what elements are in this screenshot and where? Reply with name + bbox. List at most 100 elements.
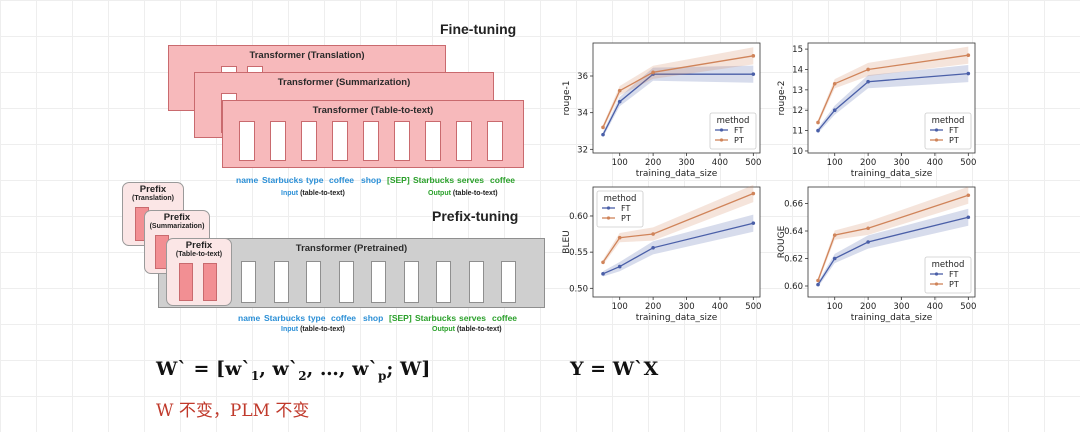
x-tick-label: 400 (712, 302, 728, 312)
x-tick-label: 400 (927, 158, 943, 168)
x-tick-label: 300 (678, 158, 694, 168)
series-line-pt (817, 54, 969, 123)
legend-label-pt: PT (949, 136, 959, 145)
legend-marker-ft (606, 206, 611, 210)
data-point-pt (832, 81, 837, 86)
legend-title: method (717, 116, 750, 126)
x-tick-label: 400 (927, 302, 943, 312)
legend-label-ft: FT (621, 204, 630, 213)
y-axis-label: rouge-1 (562, 81, 572, 116)
prefix-translation-task: (Translation) (131, 195, 174, 202)
chart-bleu: 100 200 300 400 500 0.50 0.55 0.60 training_data… (562, 184, 761, 323)
y-tick-label: 0.66 (784, 200, 803, 210)
output-token: serves (459, 313, 486, 323)
y-tick-label: 36 (577, 72, 588, 82)
pretrained-cell (436, 261, 451, 303)
chart-rouge-1: 100 200 300 400 500 32 34 36 training_data_size r… (562, 42, 761, 179)
output-token: [SEP] (389, 313, 412, 323)
output-token: coffee (492, 313, 518, 323)
data-point-pt (617, 235, 622, 240)
prefix-table-to-text-cell (179, 263, 193, 301)
data-point-pt (601, 125, 605, 130)
data-point-pt (866, 226, 870, 231)
legend-marker-pt (606, 216, 611, 220)
confidence-band-ft (603, 65, 754, 138)
data-point-pt (966, 193, 971, 198)
frozen-note: W 不变，PLM 不变 (156, 401, 310, 421)
prefix-summarization-task: (Summarization) (149, 223, 205, 230)
series-line-ft (602, 73, 754, 135)
output-token: Starbucks (413, 175, 455, 185)
legend-label-pt: PT (734, 136, 744, 145)
data-point-pt (816, 278, 820, 283)
finetune-input-caption: Input (table-to-text) (281, 190, 345, 197)
x-axis-label: training_data_size (636, 313, 718, 323)
pretrained-cell (338, 261, 354, 303)
x-axis-label: training_data_size (636, 169, 718, 179)
data-point-ft (617, 99, 622, 104)
input-token: coffee (331, 313, 357, 323)
output-token: coffee (490, 175, 516, 185)
data-point-ft (751, 221, 756, 225)
prefix-input-caption: Input (table-to-text) (281, 326, 345, 333)
pretrained-cell (403, 261, 419, 303)
legend-label-ft: FT (949, 126, 958, 135)
data-point-ft (966, 215, 971, 220)
x-tick-label: 300 (893, 158, 909, 168)
transformer-pretrained-label: Transformer (Pretrained) (295, 243, 408, 254)
confidence-band-ft (603, 214, 754, 277)
input-token: Starbucks (264, 313, 306, 323)
x-axis-label: training_data_size (851, 313, 933, 323)
y-tick-label: 0.62 (784, 255, 803, 265)
data-point-ft (866, 240, 870, 244)
legend-marker-ft (719, 128, 724, 132)
y-tick-label: 0.55 (569, 248, 588, 258)
output-token: serves (457, 175, 484, 185)
input-token: coffee (329, 175, 355, 185)
y-tick-label: 10 (792, 147, 803, 157)
legend-label-pt: PT (949, 280, 959, 289)
series-line-pt (602, 192, 754, 263)
legend-title: method (932, 116, 965, 126)
data-point-ft (816, 128, 820, 133)
y-axis-label: rouge-2 (777, 81, 787, 116)
prefix-table-to-text-title: Prefix (185, 240, 213, 251)
data-point-ft (866, 79, 870, 84)
x-tick-label: 500 (960, 302, 976, 312)
y-tick-label: 14 (792, 65, 803, 75)
confidence-band-pt (818, 186, 969, 284)
y-tick-label: 11 (792, 127, 803, 137)
data-point-ft (966, 71, 971, 76)
data-point-ft (816, 282, 820, 287)
data-point-ft (601, 132, 605, 137)
x-tick-label: 100 (612, 302, 628, 312)
table-to-text-cell (425, 121, 441, 161)
legend-marker-pt (934, 138, 939, 142)
y-tick-label: 0.50 (569, 284, 588, 294)
transformer-summarization-label: Transformer (Summarization) (277, 77, 411, 88)
w-prime-formula: W` = [w`1, w`2, …, w`p; W] (156, 358, 431, 383)
x-tick-label: 500 (960, 158, 976, 168)
confidence-band-ft (818, 65, 969, 134)
data-point-pt (617, 88, 622, 93)
input-token: name (238, 313, 261, 323)
chart-rouge: 100 200 300 400 500 0.60 0.62 0.64 0.66 training_… (777, 186, 976, 323)
table-to-text-cell (394, 121, 410, 161)
data-point-pt (751, 54, 756, 58)
pretrained-cell (273, 261, 289, 303)
pretrained-cell (371, 261, 386, 303)
pretrained-cell (468, 261, 484, 303)
y-tick-label: 34 (577, 109, 588, 119)
input-token: type (306, 175, 324, 185)
data-point-pt (816, 120, 820, 125)
confidence-band-ft (818, 208, 969, 288)
finetuning-title: Fine-tuning (440, 21, 517, 37)
data-point-pt (751, 191, 756, 196)
pretrained-cell (501, 261, 516, 303)
table-to-text-cell (301, 121, 317, 161)
table-to-text-cell (456, 121, 472, 161)
x-tick-label: 500 (745, 158, 761, 168)
x-tick-label: 400 (712, 158, 728, 168)
y-tick-label: 0.60 (569, 212, 588, 222)
prefixtuning-title: Prefix-tuning (432, 208, 519, 224)
